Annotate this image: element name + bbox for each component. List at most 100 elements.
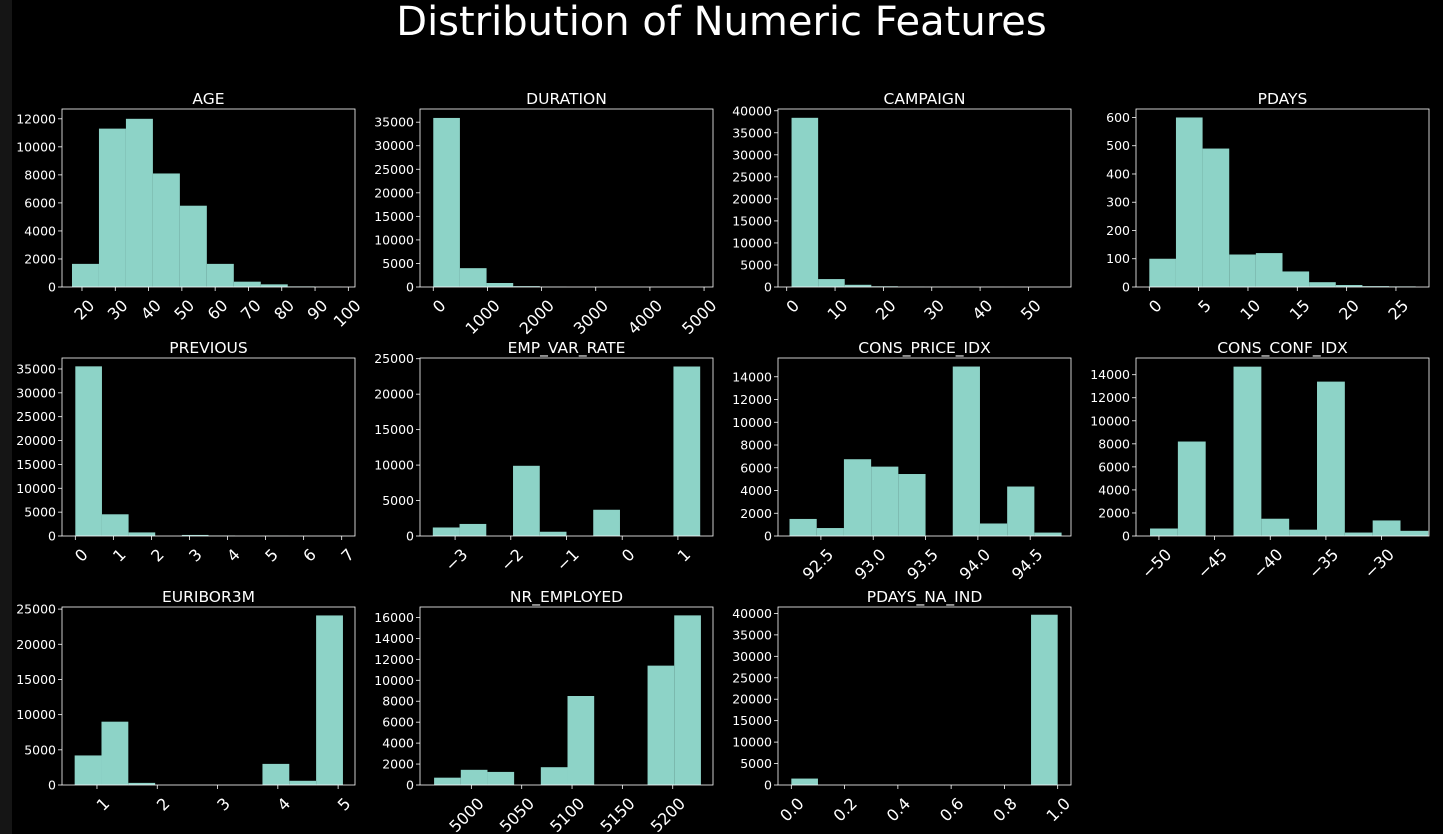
- x-tick-label: 1: [93, 794, 114, 815]
- x-tick-label: −3: [441, 545, 471, 575]
- x-tick-label: 100: [330, 296, 365, 331]
- histogram-bar: [871, 466, 899, 536]
- figure-canvas: [12, 0, 1443, 834]
- x-tick-label: 5150: [596, 794, 638, 834]
- y-tick-label: 35000: [732, 125, 772, 140]
- histogram-bar: [74, 755, 102, 785]
- subplot-title: EMP_VAR_RATE: [508, 339, 626, 358]
- x-tick-label: −30: [1361, 545, 1398, 582]
- x-tick-label: 0.0: [776, 794, 807, 825]
- x-tick-label: 5: [261, 545, 282, 566]
- y-tick-label: 4000: [1098, 482, 1130, 497]
- y-tick-label: 0: [406, 529, 414, 544]
- x-tick-label: 3: [185, 545, 206, 566]
- y-tick-label: 100: [1106, 251, 1130, 266]
- histogram-bar: [952, 366, 980, 536]
- y-tick-label: 0: [48, 529, 56, 544]
- y-tick-label: 25000: [16, 409, 56, 424]
- histogram-bar: [593, 509, 620, 536]
- histogram-bar: [1149, 258, 1176, 287]
- histogram-bar: [540, 767, 568, 785]
- y-tick-label: 12000: [374, 652, 414, 667]
- y-tick-label: 8000: [1098, 436, 1130, 451]
- axes-frame: [777, 357, 1072, 537]
- y-tick-label: 8000: [740, 438, 772, 453]
- y-tick-label: 6000: [1098, 459, 1130, 474]
- x-tick-label: 1: [109, 545, 130, 566]
- histogram-bar: [513, 465, 540, 536]
- histogram-bar: [1233, 366, 1262, 536]
- histogram-bar: [1335, 285, 1363, 287]
- histogram-bar: [486, 282, 514, 287]
- histogram-bar: [1289, 529, 1318, 536]
- histogram-bar: [844, 284, 872, 287]
- y-tick-label: 20000: [16, 637, 56, 652]
- histogram-euribor3m: EURIBOR3M 0 5000 10000 15000 20000 25000 1 2 3 4 5: [16, 588, 356, 815]
- histogram-bar: [1007, 486, 1035, 536]
- axes-frame: [1135, 357, 1430, 537]
- x-tick-label: 4: [223, 545, 244, 566]
- y-tick-label: 30000: [374, 138, 414, 153]
- y-tick-label: 500: [1106, 138, 1130, 153]
- x-tick-label: 10: [1236, 296, 1264, 324]
- histogram-bar: [1261, 518, 1290, 536]
- y-tick-label: 40000: [732, 606, 772, 621]
- y-tick-label: 5000: [24, 742, 56, 757]
- y-tick-label: 16000: [374, 610, 414, 625]
- y-tick-label: 0: [406, 280, 414, 295]
- y-tick-label: 15000: [732, 213, 772, 228]
- x-tick-label: 93.5: [903, 545, 942, 584]
- y-tick-label: 0: [764, 778, 772, 793]
- histogram-bar: [152, 173, 180, 287]
- y-tick-label: 300: [1106, 195, 1130, 210]
- y-tick-label: 2000: [24, 251, 56, 266]
- y-tick-label: 25000: [732, 169, 772, 184]
- y-tick-label: 20000: [732, 191, 772, 206]
- x-tick-label: 20: [872, 296, 900, 324]
- histogram-emp-var-rate: EMP_VAR_RATE0500010000150002000025000−3−…: [374, 339, 714, 575]
- y-tick-label: 14000: [374, 631, 414, 646]
- histogram-bar: [71, 263, 99, 287]
- histogram-bar: [262, 763, 290, 785]
- histogram-bar: [539, 531, 567, 536]
- histogram-bar: [460, 769, 488, 785]
- histogram-duration: DURATION05000100001500020000250003000035…: [374, 90, 720, 338]
- axes-frame: [419, 108, 714, 288]
- x-tick-label: 5100: [546, 794, 588, 834]
- histogram-bar: [818, 279, 845, 287]
- x-tick-label: 3000: [570, 296, 612, 338]
- histogram-bar: [206, 263, 234, 287]
- histogram-bar: [647, 665, 675, 785]
- y-tick-label: 15000: [374, 422, 414, 437]
- histogram-bar: [673, 366, 701, 536]
- x-tick-label: 5200: [647, 794, 689, 834]
- y-tick-label: 10000: [374, 458, 414, 473]
- y-tick-label: 0: [764, 529, 772, 544]
- axes-frame: [61, 357, 356, 537]
- x-tick-label: 3: [213, 794, 234, 815]
- x-tick-label: −2: [497, 545, 527, 575]
- subplot-title: PDAYS_NA_IND: [867, 588, 983, 607]
- histogram-bar: [1255, 253, 1283, 287]
- x-tick-label: 5000: [445, 794, 487, 834]
- y-tick-label: 0: [406, 778, 414, 793]
- y-tick-label: 35000: [732, 627, 772, 642]
- x-tick-label: 4: [274, 794, 295, 815]
- histogram-bar: [843, 459, 872, 536]
- histogram-bar: [1309, 282, 1336, 287]
- y-tick-label: 0: [48, 280, 56, 295]
- subplot-title: NR_EMPLOYED: [510, 588, 623, 607]
- y-tick-label: 5000: [382, 256, 414, 271]
- x-tick-label: 0: [782, 296, 803, 317]
- y-tick-label: 10000: [732, 735, 772, 750]
- y-tick-label: 6000: [740, 460, 772, 475]
- y-tick-label: 4000: [382, 736, 414, 751]
- x-tick-label: 93.0: [851, 545, 890, 584]
- x-tick-label: 1000: [462, 296, 504, 338]
- histogram-bar: [1034, 532, 1062, 536]
- x-tick-label: 1: [674, 545, 695, 566]
- histogram-bar: [898, 474, 926, 536]
- y-tick-label: 25000: [16, 602, 56, 617]
- x-tick-label: 0.8: [989, 794, 1020, 825]
- histogram-age: AGE 0 2000 4000 6000 8000 10000 12000 20 30 40 50 60…: [16, 90, 364, 331]
